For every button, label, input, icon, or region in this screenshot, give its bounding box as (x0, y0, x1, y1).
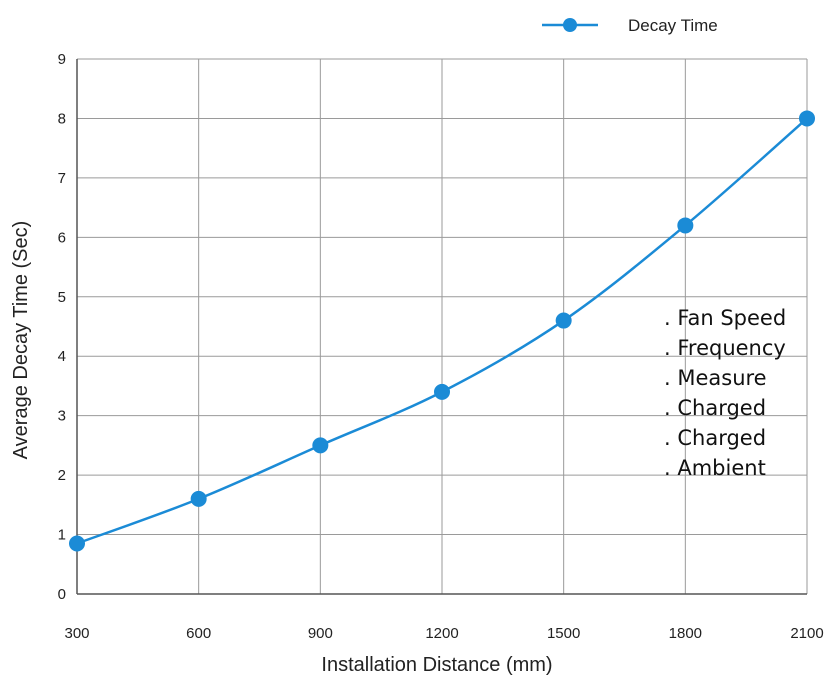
y-tick-label: 4 (58, 348, 66, 365)
series-layer (69, 110, 815, 552)
legend-label: Decay Time (628, 16, 718, 35)
y-axis-title: Average Decay Time (Sec) (10, 221, 32, 460)
annotation-list: . Fan Speed . Frequency . Measure . Char… (664, 303, 786, 483)
y-tick-labels: 0 1 2 3 4 5 6 7 8 9 (58, 51, 66, 603)
legend-marker (563, 18, 577, 32)
y-tick-label: 6 (58, 229, 66, 246)
x-tick-label: 2100 (790, 625, 823, 642)
annotation-item: . Ambient (664, 456, 766, 480)
data-point (69, 535, 85, 552)
y-tick-label: 9 (58, 51, 66, 68)
annotation-item: . Fan Speed (664, 306, 787, 330)
axes (76, 59, 807, 595)
x-tick-labels: 300 600 900 1200 1500 1800 2100 (64, 625, 823, 642)
data-point (799, 110, 815, 127)
y-tick-label: 5 (58, 289, 66, 306)
x-tick-label: 1500 (547, 625, 580, 642)
x-tick-label: 900 (308, 625, 333, 642)
data-point (434, 383, 450, 400)
y-tick-label: 8 (58, 110, 66, 127)
data-point (555, 312, 572, 329)
x-tick-label: 1800 (669, 625, 702, 642)
x-axis-title: Installation Distance (mm) (321, 654, 552, 676)
x-tick-label: 1200 (425, 625, 458, 642)
data-point (190, 490, 207, 507)
annotation-item: . Frequency (664, 336, 786, 360)
annotation-item: . Charged (664, 396, 767, 420)
data-point (312, 437, 329, 454)
x-tick-label: 600 (186, 625, 211, 642)
y-tick-label: 1 (58, 527, 66, 544)
annotation-item: . Charged (664, 426, 767, 450)
legend: Decay Time (542, 16, 718, 35)
x-tick-label: 300 (64, 625, 89, 642)
y-tick-label: 7 (58, 170, 66, 187)
y-tick-label: 3 (58, 408, 66, 425)
y-tick-label: 0 (58, 586, 66, 603)
data-point (677, 217, 694, 234)
annotation-item: . Measure (664, 366, 767, 390)
y-tick-label: 2 (58, 467, 66, 484)
